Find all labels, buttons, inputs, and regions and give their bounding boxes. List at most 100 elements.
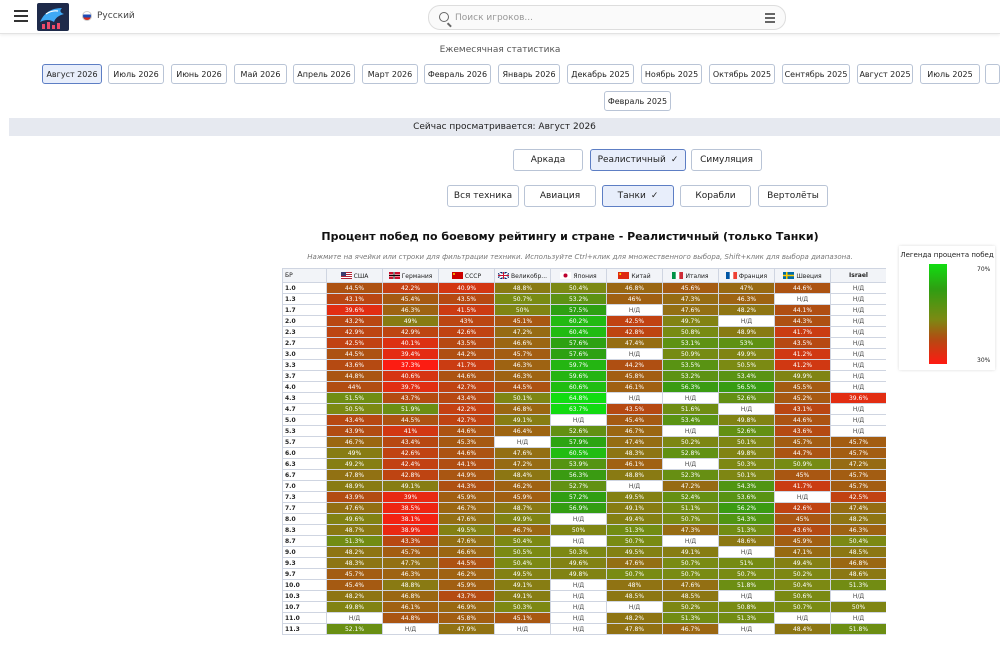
winrate-cell[interactable]: 44.5% [326, 282, 383, 294]
winrate-cell[interactable]: 49.5% [606, 491, 663, 503]
br-label[interactable]: 6.7 [282, 469, 327, 481]
br-row[interactable]: 8.0 49.6% 38.1% 47.6% 49.9% Н/Д 49.4% 50.7% 54.3… [282, 513, 886, 525]
winrate-cell[interactable]: 46.8% [606, 282, 663, 294]
winrate-cell[interactable]: 39% [382, 491, 439, 503]
winrate-cell[interactable]: 53.4% [718, 370, 775, 382]
winrate-cell[interactable]: 49.5% [494, 568, 551, 580]
br-row[interactable]: 10.7 49.8% 46.1% 46.9% 50.3% Н/Д Н/Д 50.2% 50.8%… [282, 601, 886, 613]
br-label[interactable]: 3.7 [282, 370, 327, 382]
winrate-cell[interactable]: 52.1% [326, 623, 383, 635]
winrate-cell-na[interactable]: Н/Д [830, 348, 886, 360]
winrate-cell[interactable]: 53% [718, 337, 775, 349]
winrate-cell-na[interactable]: Н/Д [550, 579, 607, 591]
winrate-cell[interactable]: 47.3% [662, 293, 719, 305]
br-row[interactable]: 3.3 43.6% 37.3% 41.7% 46.3% 59.7% 44.2% 53.5% 50… [282, 359, 886, 371]
winrate-cell[interactable]: 45.4% [382, 293, 439, 305]
winrate-cell[interactable]: 50.7% [494, 293, 551, 305]
country-column-header[interactable]: Италия [662, 268, 719, 283]
month-button[interactable]: Октябрь 2025 [709, 64, 775, 84]
winrate-cell[interactable]: 40.1% [382, 337, 439, 349]
br-row[interactable]: 4.0 44% 39.7% 42.7% 44.5% 60.6% 46.1% 56.3% 56.5… [282, 381, 886, 393]
br-label[interactable]: 4.0 [282, 381, 327, 393]
br-row[interactable]: 6.7 47.8% 42.8% 44.9% 48.4% 56.3% 48.8% 52.3% 50… [282, 469, 886, 481]
winrate-cell[interactable]: 45.6% [662, 282, 719, 294]
br-row[interactable]: 1.7 39.6% 46.3% 41.5% 50% 57.5% Н/Д 47.6% 48.2% 4… [282, 304, 886, 316]
winrate-cell[interactable]: 42.9% [326, 326, 383, 338]
winrate-cell[interactable]: 53.2% [550, 293, 607, 305]
winrate-cell[interactable]: 50.3% [718, 458, 775, 470]
country-column-header[interactable]: Швеция [774, 268, 831, 283]
winrate-cell-na[interactable]: Н/Д [830, 282, 886, 294]
month-button[interactable]: Сентябрь 2025 [782, 64, 850, 84]
winrate-cell[interactable]: 47.1% [774, 546, 831, 558]
winrate-cell-na[interactable]: Н/Д [830, 612, 886, 624]
winrate-cell[interactable]: 50.3% [494, 601, 551, 613]
winrate-cell[interactable]: 47.6% [326, 502, 383, 514]
winrate-cell[interactable]: 47.2% [494, 326, 551, 338]
winrate-cell[interactable]: 50.4% [494, 557, 551, 569]
winrate-cell-na[interactable]: Н/Д [830, 326, 886, 338]
winrate-cell[interactable]: 57.9% [550, 436, 607, 448]
winrate-cell[interactable]: 48.2% [606, 612, 663, 624]
winrate-cell[interactable]: 48.3% [326, 557, 383, 569]
winrate-cell[interactable]: 56.3% [550, 469, 607, 481]
winrate-cell[interactable]: 43.5% [438, 337, 495, 349]
br-row[interactable]: 9.7 45.7% 46.3% 46.2% 49.5% 49.8% 50.7% 50.7% 50… [282, 568, 886, 580]
winrate-cell[interactable]: 38.9% [382, 524, 439, 536]
br-label[interactable]: 2.0 [282, 315, 327, 327]
winrate-cell[interactable]: 49.4% [774, 557, 831, 569]
winrate-cell[interactable]: 48.3% [606, 447, 663, 459]
country-column-header[interactable]: Китай [606, 268, 663, 283]
br-row[interactable]: 9.3 48.3% 47.7% 44.5% 50.4% 49.6% 47.6% 50.7% 51… [282, 557, 886, 569]
winrate-cell[interactable]: 51.3% [718, 524, 775, 536]
br-row[interactable]: 8.3 48.7% 38.9% 49.5% 46.7% 50% 51.3% 47.3% 51.3… [282, 524, 886, 536]
winrate-cell[interactable]: 46.7% [662, 623, 719, 635]
winrate-cell[interactable]: 50.8% [662, 326, 719, 338]
vehicle-type-button[interactable]: Вся техника [447, 185, 519, 207]
winrate-cell[interactable]: 46.2% [494, 480, 551, 492]
br-label[interactable]: 3.0 [282, 348, 327, 360]
winrate-cell[interactable]: 46.1% [606, 458, 663, 470]
winrate-cell[interactable]: 45.7% [494, 348, 551, 360]
winrate-cell[interactable]: 48.7% [326, 524, 383, 536]
winrate-cell[interactable]: 47.2% [830, 458, 886, 470]
winrate-cell[interactable]: 52.6% [550, 425, 607, 437]
winrate-cell-na[interactable]: Н/Д [718, 403, 775, 415]
winrate-cell-na[interactable]: Н/Д [774, 293, 831, 305]
winrate-cell[interactable]: 41.7% [438, 359, 495, 371]
winrate-cell[interactable]: 49.8% [718, 414, 775, 426]
winrate-cell[interactable]: 49.1% [606, 502, 663, 514]
winrate-cell[interactable]: 50.2% [662, 601, 719, 613]
winrate-cell[interactable]: 45.5% [774, 381, 831, 393]
winrate-cell[interactable]: 40.9% [438, 282, 495, 294]
winrate-cell[interactable]: 50.7% [774, 601, 831, 613]
winrate-cell-na[interactable]: Н/Д [606, 601, 663, 613]
game-mode-button[interactable]: Симуляция [691, 149, 762, 171]
winrate-cell[interactable]: 39.7% [382, 381, 439, 393]
winrate-cell[interactable]: 44.5% [438, 557, 495, 569]
winrate-cell[interactable]: 59.7% [550, 359, 607, 371]
winrate-cell[interactable]: 42.6% [774, 502, 831, 514]
winrate-cell[interactable]: 45.8% [438, 612, 495, 624]
vehicle-type-button[interactable]: Вертолёты [758, 185, 828, 207]
month-button[interactable]: Август 2026 [42, 64, 102, 84]
winrate-cell[interactable]: 47.8% [326, 469, 383, 481]
winrate-cell-na[interactable]: Н/Д [718, 315, 775, 327]
winrate-cell[interactable]: 49.1% [382, 480, 439, 492]
winrate-cell[interactable]: 51.3% [662, 612, 719, 624]
winrate-cell[interactable]: 43.5% [438, 293, 495, 305]
winrate-cell[interactable]: 47.6% [438, 513, 495, 525]
month-button[interactable]: Февраль 2025 [604, 91, 671, 111]
winrate-cell[interactable]: 49.7% [662, 315, 719, 327]
br-row[interactable]: 3.0 44.5% 39.4% 44.2% 45.7% 57.6% Н/Д 50.9% 49.9… [282, 348, 886, 360]
winrate-cell[interactable]: 47.3% [662, 524, 719, 536]
winrate-cell[interactable]: 44% [326, 381, 383, 393]
country-column-header[interactable]: Франция [718, 268, 775, 283]
winrate-cell-na[interactable]: Н/Д [774, 491, 831, 503]
winrate-cell[interactable]: 44.5% [494, 381, 551, 393]
winrate-cell[interactable]: 42.8% [606, 326, 663, 338]
winrate-cell[interactable]: 45.7% [830, 469, 886, 481]
country-column-header[interactable]: Япония [550, 268, 607, 283]
winrate-cell-na[interactable]: Н/Д [550, 612, 607, 624]
br-label[interactable]: 5.3 [282, 425, 327, 437]
